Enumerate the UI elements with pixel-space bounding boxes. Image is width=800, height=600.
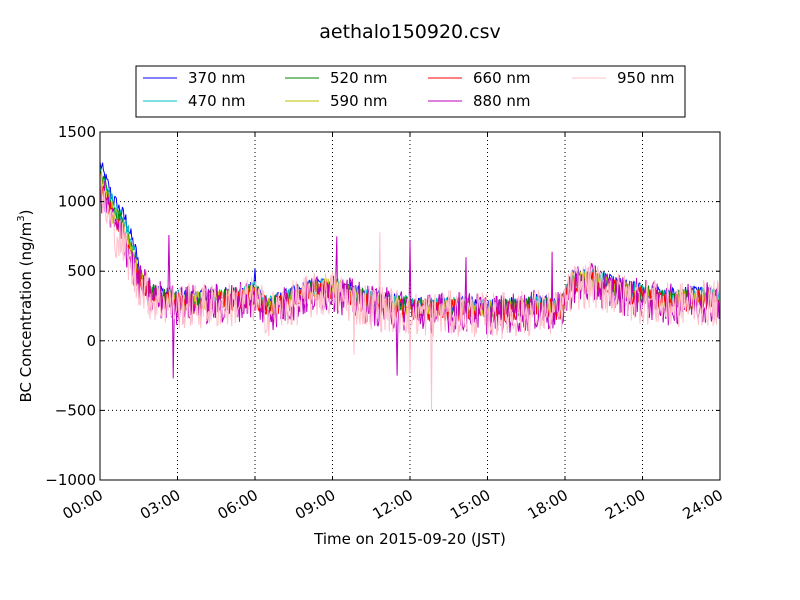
- legend-label: 520 nm: [330, 69, 388, 87]
- legend-box: [135, 65, 686, 118]
- x-tick-label: 03:00: [137, 486, 183, 523]
- y-tick-label: −500: [55, 401, 96, 419]
- y-axis-label: BC Concentration (ng/m3): [16, 210, 35, 403]
- x-axis-label: Time on 2015-09-20 (JST): [313, 530, 506, 548]
- legend-item: 370 nm: [143, 69, 246, 87]
- legend-label: 880 nm: [473, 92, 531, 110]
- legend-label: 660 nm: [473, 69, 531, 87]
- x-tick-label: 06:00: [215, 486, 261, 523]
- legend-label: 370 nm: [188, 69, 246, 87]
- legend-item: 470 nm: [143, 92, 246, 110]
- y-tick-label: 1500: [58, 123, 96, 141]
- y-axis-label-superscript: 3: [16, 215, 27, 221]
- x-tick-label: 21:00: [602, 486, 648, 523]
- y-tick-labels: −1000 −500 0 500 1000 1500: [45, 123, 96, 489]
- y-tick-label: 500: [67, 262, 96, 280]
- y-axis-label-close: ): [17, 210, 35, 216]
- legend-item: 520 nm: [285, 69, 388, 87]
- series-line-950-nm: [100, 175, 720, 411]
- x-tick-label: 18:00: [525, 486, 571, 523]
- x-tick-label: 24:00: [680, 486, 726, 523]
- series-lines: [100, 161, 720, 411]
- chart-title: aethalo150920.csv: [319, 21, 501, 43]
- axis-ticks: [99, 131, 721, 481]
- legend-item: 660 nm: [428, 69, 531, 87]
- legend-label: 470 nm: [188, 92, 246, 110]
- legend-label: 590 nm: [330, 92, 388, 110]
- legend-item: 880 nm: [428, 92, 531, 110]
- legend-item: 590 nm: [285, 92, 388, 110]
- legend-label: 950 nm: [617, 69, 675, 87]
- x-tick-label: 12:00: [370, 486, 416, 523]
- y-tick-label: 0: [86, 332, 96, 350]
- x-tick-label: 00:00: [60, 486, 106, 523]
- y-tick-label: −1000: [45, 471, 96, 489]
- grid-lines: [100, 132, 720, 480]
- x-tick-label: 09:00: [292, 486, 338, 523]
- y-tick-label: 1000: [58, 193, 96, 211]
- x-tick-label: 15:00: [447, 486, 493, 523]
- y-axis-label-main: BC Concentration (ng/m: [17, 222, 35, 403]
- legend: 370 nm 470 nm 520 nm 590 nm 660 nm 880 nm 950 …: [135, 65, 686, 118]
- x-tick-labels: 00:00 03:00 06:00 09:00 12:00 15:00 18:00 21:00…: [60, 486, 726, 523]
- legend-item: 950 nm: [572, 69, 675, 87]
